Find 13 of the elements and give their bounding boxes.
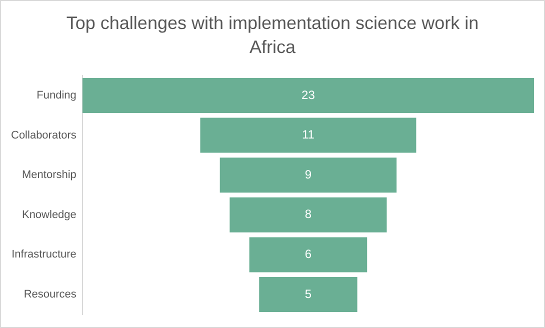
data-label: 8 (304, 207, 312, 222)
category-label: Knowledge (22, 208, 76, 221)
category-label: Infrastructure (12, 248, 76, 261)
data-label: 9 (304, 167, 312, 182)
category-label: Collaborators (11, 129, 77, 142)
data-label: 23 (302, 88, 316, 102)
text: Top challenges with implementation science work in Africa (65, 12, 480, 59)
data-label: 6 (304, 247, 312, 262)
category-label: Funding (36, 90, 76, 102)
category-label: Mentorship (22, 169, 76, 182)
data-label: 5 (304, 286, 312, 301)
category-label: Resources (24, 288, 77, 301)
data-label: 11 (302, 128, 315, 142)
